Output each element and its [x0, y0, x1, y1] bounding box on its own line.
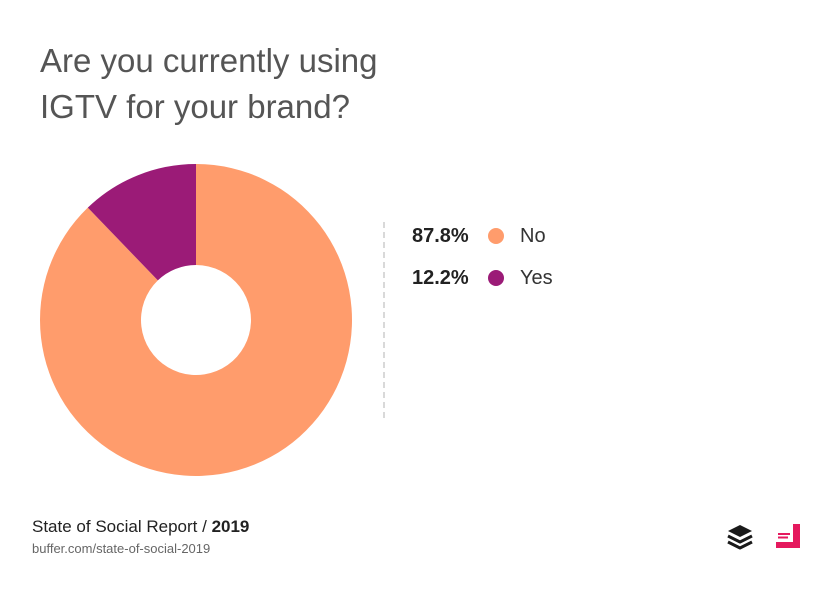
- social-chain-logo-icon[interactable]: [776, 524, 800, 548]
- buffer-logo-icon[interactable]: [727, 524, 753, 550]
- legend-swatch-no: [488, 228, 504, 244]
- report-name: State of Social Report / 2019: [32, 516, 249, 538]
- report-prefix: State of Social Report /: [32, 517, 207, 536]
- title-line-1: Are you currently using: [40, 42, 378, 79]
- donut-slice-no: [39, 164, 353, 477]
- legend-swatch-yes: [488, 270, 504, 286]
- legend-label-no: No: [520, 224, 546, 247]
- legend-label-yes: Yes: [520, 266, 553, 289]
- chart-legend: 87.8% No 12.2% Yes: [412, 222, 553, 306]
- page-title: Are you currently using IGTV for your br…: [40, 38, 460, 130]
- legend-item-no: 87.8% No: [412, 222, 553, 250]
- legend-value-no: 87.8%: [412, 224, 469, 247]
- legend-item-yes: 12.2% Yes: [412, 264, 553, 292]
- report-url[interactable]: buffer.com/state-of-social-2019: [32, 541, 211, 556]
- title-line-2: IGTV for your brand?: [40, 88, 350, 125]
- source-footer: State of Social Report / 2019 buffer.com…: [32, 516, 249, 556]
- legend-value-yes: 12.2%: [412, 266, 469, 289]
- donut-slice-yes: [87, 164, 196, 281]
- report-year: 2019: [211, 517, 250, 536]
- legend-divider: [383, 222, 385, 418]
